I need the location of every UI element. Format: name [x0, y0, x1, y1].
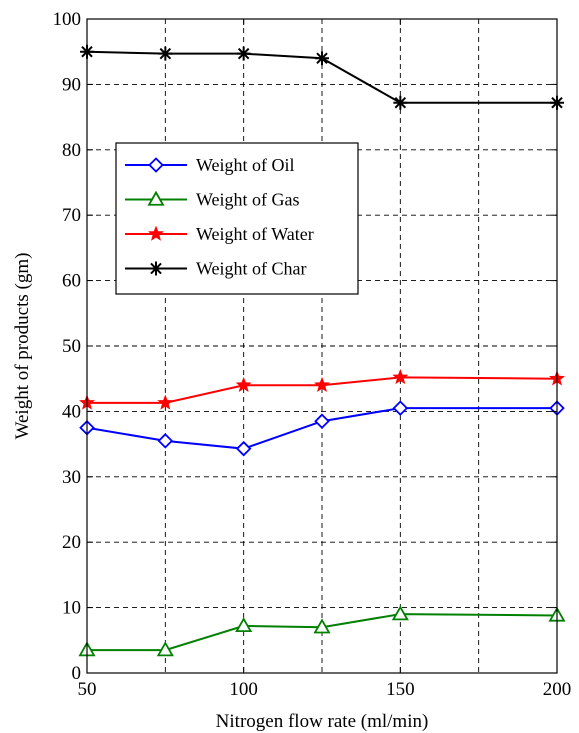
data-point-weight-of-char	[158, 46, 173, 61]
data-point-weight-of-water	[314, 376, 330, 393]
x-tick-label: 50	[78, 679, 97, 700]
legend-label-weight-of-gas: Weight of Gas	[196, 190, 300, 210]
y-tick-label: 20	[62, 532, 81, 553]
data-point-weight-of-oil	[235, 440, 252, 457]
y-tick-label: 90	[62, 74, 81, 95]
legend-label-weight-of-water: Weight of Water	[196, 224, 314, 244]
legend-marker-weight-of-gas	[147, 190, 165, 206]
series-line-weight-of-water	[87, 376, 558, 404]
data-point-weight-of-water	[392, 369, 409, 385]
data-point-weight-of-water	[235, 376, 252, 393]
y-tick-label: 30	[62, 467, 81, 488]
x-tick-label: 200	[543, 679, 572, 700]
legend: Weight of Oil Weight of Gas Weight of Wate…	[115, 142, 359, 295]
x-tick-label: 150	[386, 679, 415, 700]
y-tick-label: 50	[62, 336, 81, 357]
data-point-weight-of-gas	[235, 617, 253, 633]
series-layer	[78, 44, 566, 657]
legend-item-weight-of-water: Weight of Water	[125, 224, 314, 244]
series-line-weight-of-char	[86, 50, 557, 104]
y-tick-label: 100	[53, 9, 82, 30]
data-point-weight-of-char	[315, 51, 329, 66]
y-tick-label: 70	[62, 205, 81, 226]
y-tick-label: 40	[62, 401, 81, 422]
x-tick-label: 100	[229, 679, 258, 700]
data-point-weight-of-gas	[313, 618, 331, 634]
series-line-weight-of-gas	[87, 613, 558, 652]
data-point-weight-of-char	[393, 95, 408, 110]
data-point-weight-of-gas	[156, 641, 174, 657]
grid-lines	[87, 19, 557, 673]
data-point-weight-of-oil	[392, 400, 409, 416]
legend-item-weight-of-gas: Weight of Gas	[125, 190, 300, 210]
legend-marker-weight-of-water	[148, 225, 164, 241]
legend-label-weight-of-char: Weight of Char	[196, 259, 307, 279]
data-point-weight-of-oil	[157, 433, 174, 449]
data-point-weight-of-oil	[314, 413, 330, 429]
data-point-weight-of-water	[157, 394, 174, 410]
y-tick-label: 80	[62, 140, 81, 161]
legend-marker-weight-of-oil	[148, 157, 164, 173]
x-axis-label: Nitrogen flow rate (ml/min)	[216, 711, 429, 732]
legend-item-weight-of-char: Weight of Char	[125, 259, 307, 279]
legend-label-weight-of-oil: Weight of Oil	[196, 155, 295, 175]
data-point-weight-of-char	[236, 46, 251, 61]
series-weight-of-oil	[79, 400, 565, 457]
legend-marker-weight-of-char	[149, 261, 163, 276]
y-tick-label: 60	[62, 271, 81, 292]
legend-item-weight-of-oil: Weight of Oil	[125, 155, 295, 175]
y-axis-label: Weight of products (gm)	[12, 253, 33, 440]
y-tick-label: 10	[62, 598, 81, 619]
y-tick-label: 0	[72, 663, 82, 684]
axis-ticks: 50 100 150 200 0 10 20 30 40 50 60 70 80 90 100	[53, 9, 572, 700]
series-line-weight-of-oil	[86, 407, 557, 450]
data-point-weight-of-gas	[391, 605, 409, 621]
